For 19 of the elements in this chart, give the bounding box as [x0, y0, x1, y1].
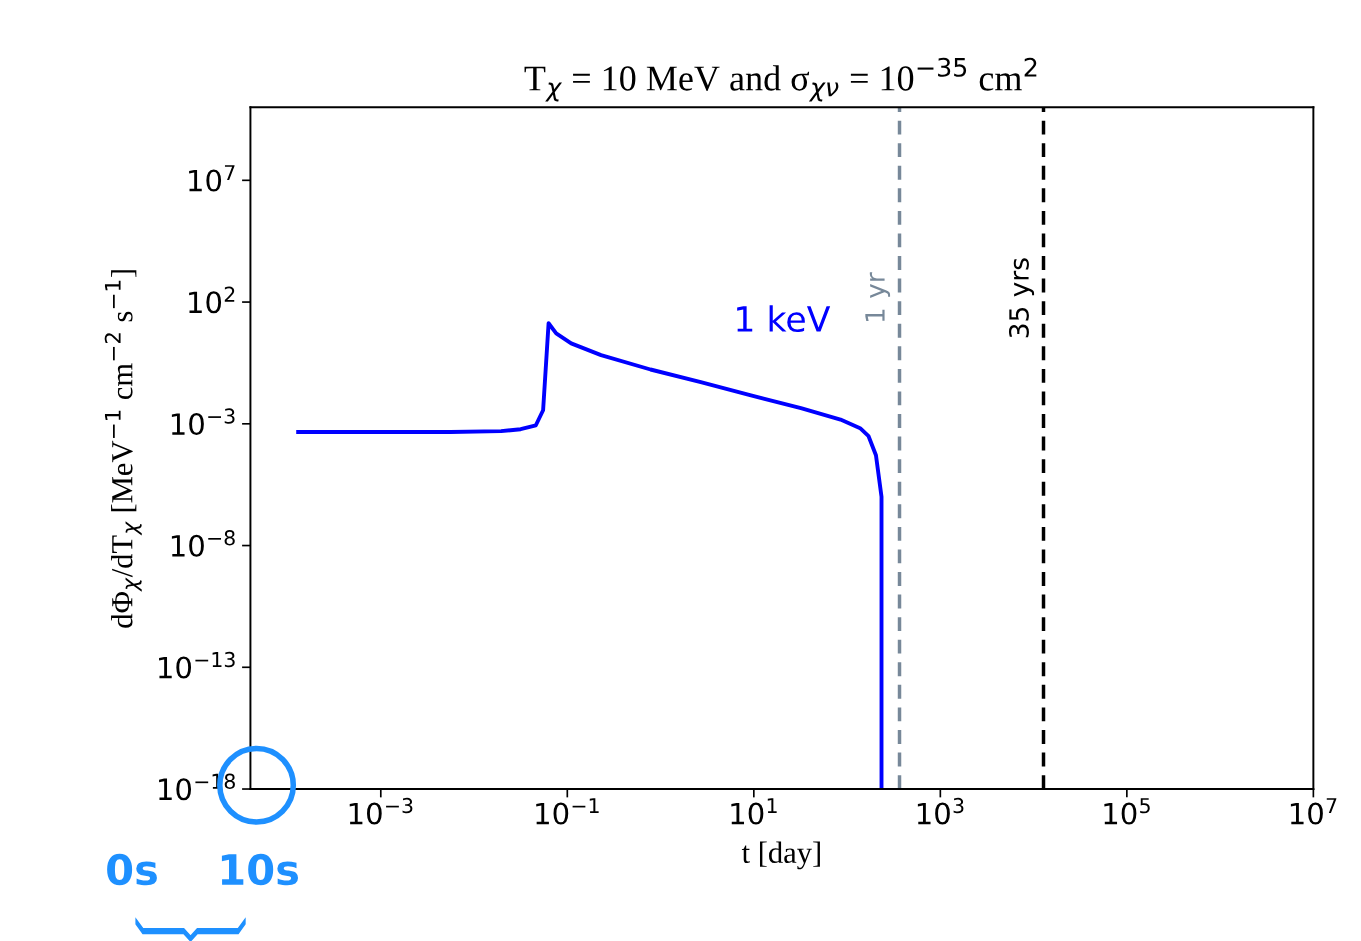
- y-tick-label: 10$^{7}$: [189, 165, 235, 192]
- x-tick-label: 10$^{1}$: [731, 798, 777, 825]
- y-tick-label: 10$^{−8}$: [171, 530, 235, 557]
- x-tick-label: 10$^{7}$: [1290, 798, 1337, 825]
- x-tick-label: 10$^{5}$: [1104, 798, 1150, 825]
- text: 10s: [221, 853, 299, 886]
- text: dΦ$_{χ}$/dT$_{χ}$ [MeV$^{−1}$ cm$^{−2}$ s$^{−1}$]: [104, 270, 142, 628]
- y-tick-label: 10$^{−3}$: [171, 408, 235, 436]
- chart-title: T$_{χ}$ = 10 MeV and σ$_{χν}$ = 10$^{−35}$ cm$^{2}$: [524, 57, 1037, 102]
- ref-line-label: 35 yrs: [1008, 258, 1035, 338]
- ref-line-label: 1 yr: [865, 272, 891, 322]
- series-label: 1 keV: [737, 305, 831, 333]
- x-tick-label: 10$^{−3}$: [349, 797, 413, 825]
- x-axis-title: t [day]: [741, 841, 820, 870]
- y-tick-label: 10$^{−13}$: [159, 651, 235, 679]
- x-tick-label: 10$^{−1}$: [536, 798, 599, 825]
- x-tick-label: 10$^{3}$: [917, 797, 964, 825]
- text: 0s: [107, 853, 157, 886]
- y-tick-label: 10$^{2}$: [189, 286, 235, 314]
